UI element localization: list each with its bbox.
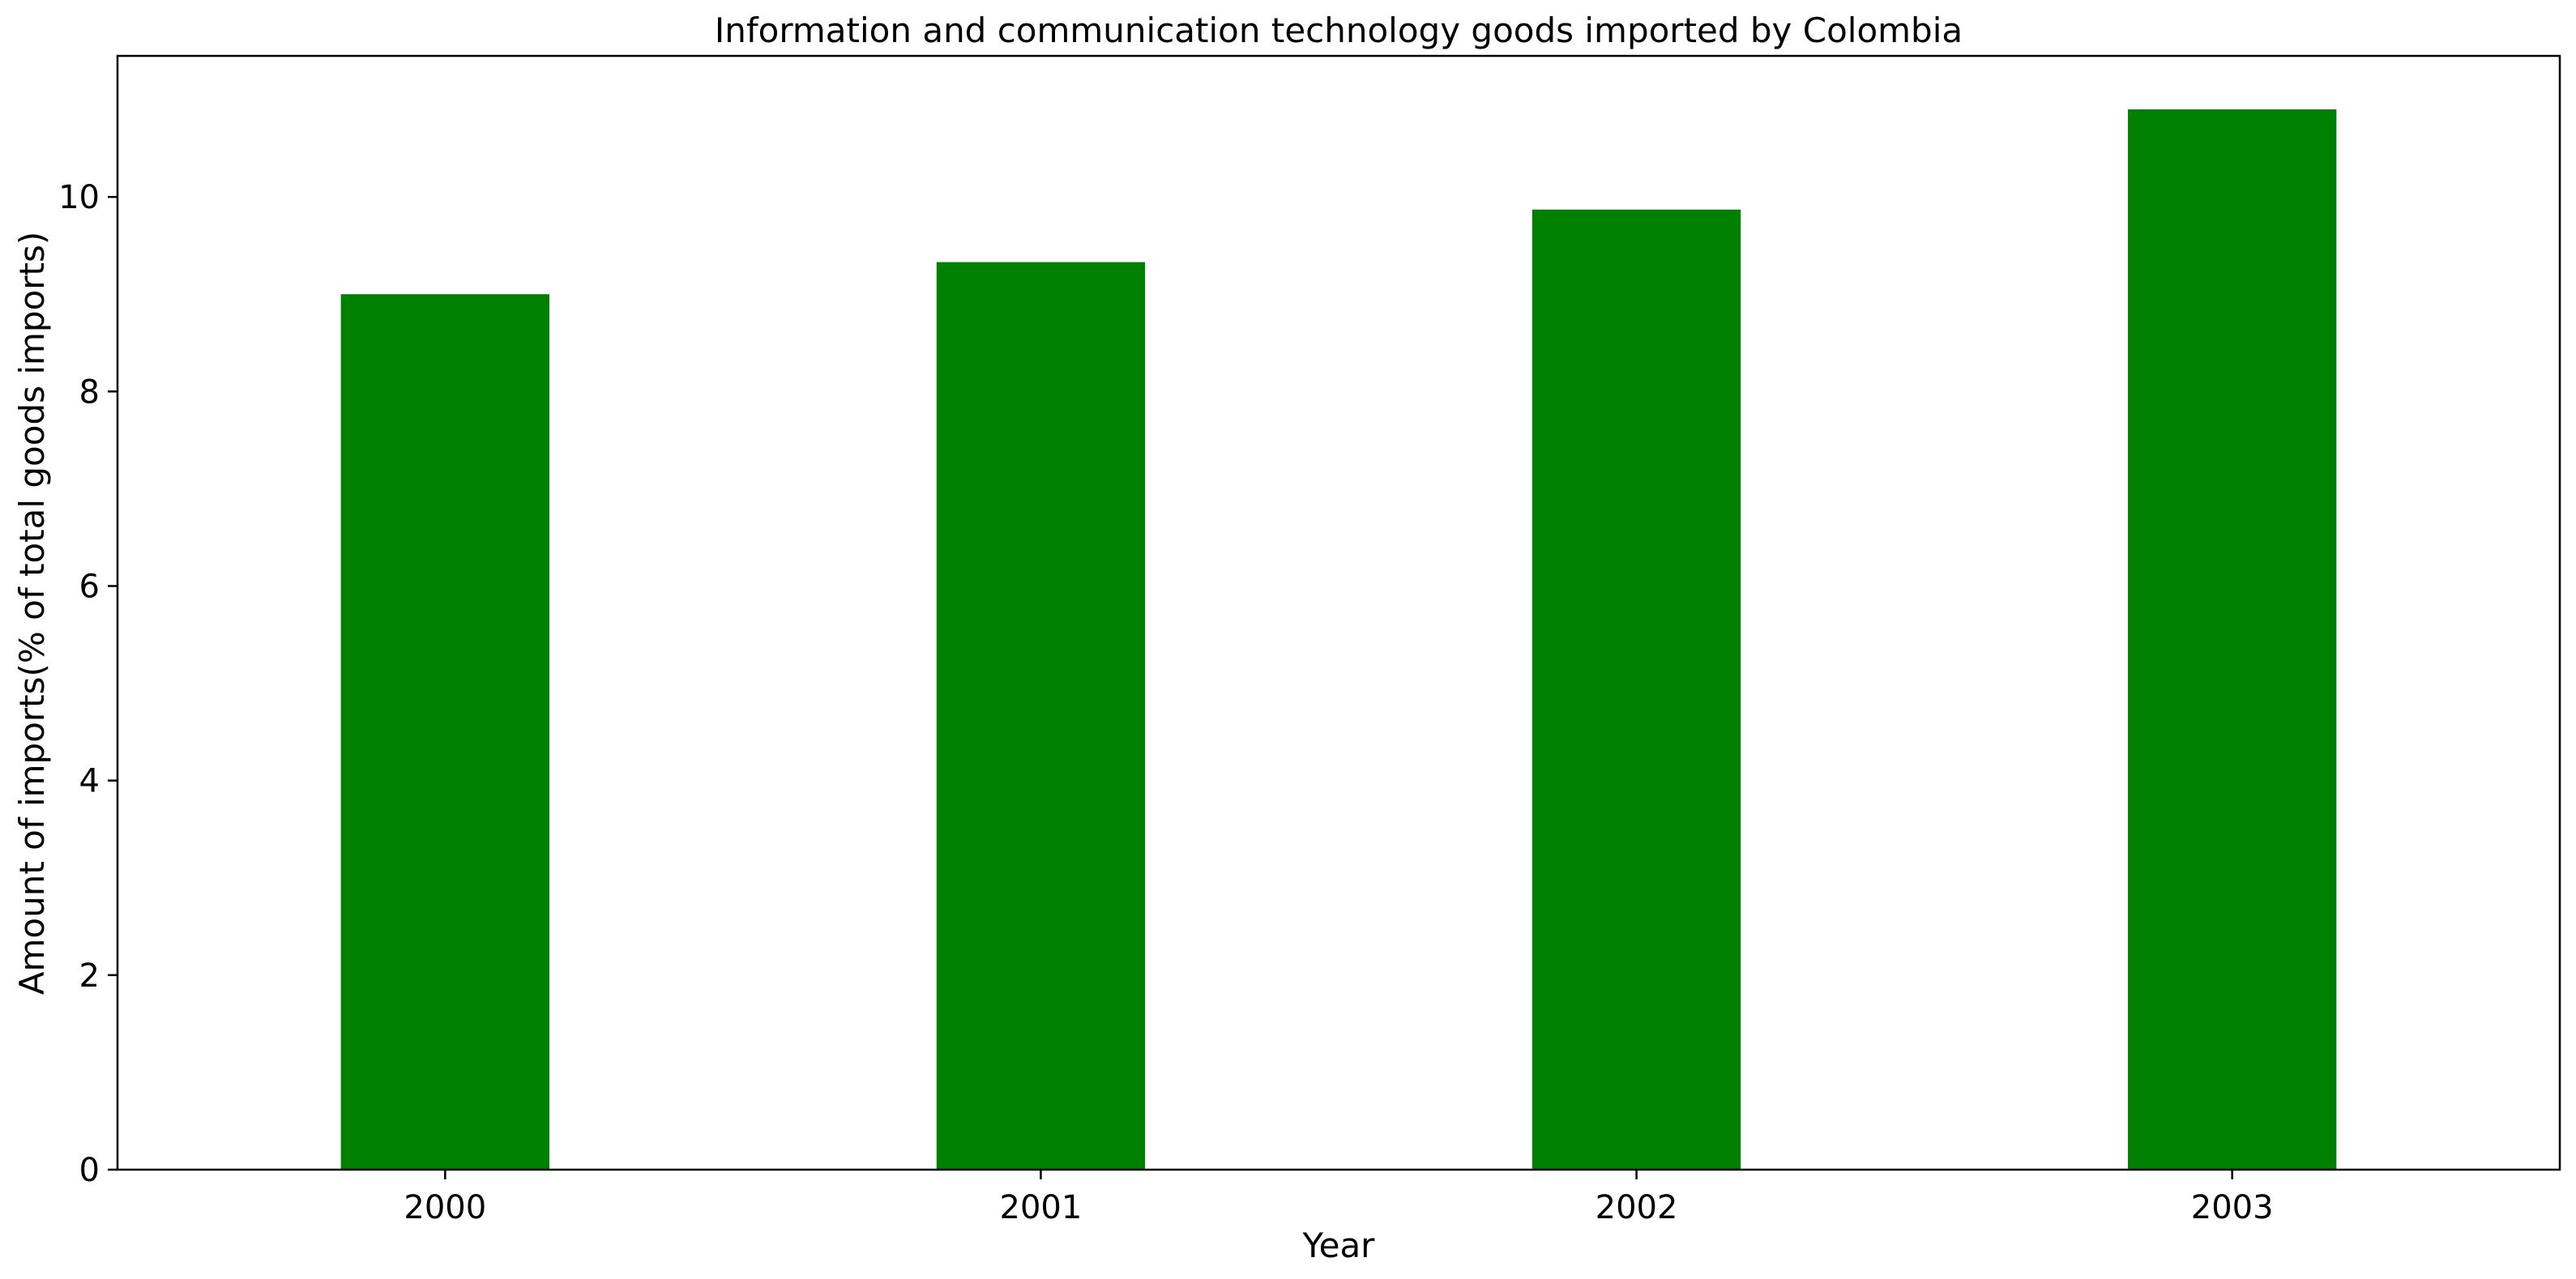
y-axis-label: Amount of imports(% of total goods impor… — [12, 232, 52, 995]
chart-title: Information and communication technology… — [715, 11, 1963, 50]
y-tick-label: 8 — [79, 373, 100, 411]
bar-2001 — [936, 262, 1146, 1170]
y-tick-label: 4 — [79, 763, 100, 800]
x-tick-label: 2001 — [1000, 1189, 1083, 1226]
bar-2003 — [2128, 109, 2337, 1170]
x-tick-label: 2003 — [2191, 1189, 2274, 1226]
x-tick-label: 2002 — [1596, 1189, 1678, 1226]
y-tick-label: 2 — [79, 957, 100, 995]
bar-2000 — [340, 294, 549, 1170]
y-tick-label: 0 — [79, 1152, 100, 1189]
y-tick-label: 6 — [79, 568, 100, 605]
y-tick-label: 10 — [58, 179, 100, 216]
plot-frame — [116, 54, 2561, 1171]
x-axis-label: Year — [1302, 1226, 1376, 1265]
x-tick-label: 2000 — [404, 1189, 486, 1226]
bar-2002 — [1532, 209, 1741, 1170]
plot-area: 2000 2001 2002 2003 0 2 4 6 8 10 — [58, 109, 2337, 1226]
